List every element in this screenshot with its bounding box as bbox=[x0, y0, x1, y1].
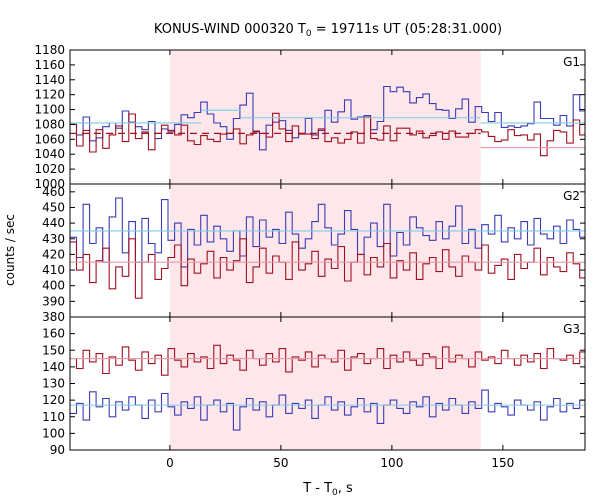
y-tick-label: 410 bbox=[42, 263, 65, 277]
series-blue-line bbox=[70, 85, 585, 151]
y-tick-label: 380 bbox=[42, 310, 65, 324]
series-red-line bbox=[70, 238, 585, 299]
y-axis-label: counts / sec bbox=[3, 214, 17, 286]
panel-label-g1: G1 bbox=[563, 55, 580, 69]
y-tick-label: 1020 bbox=[34, 162, 65, 176]
panel-label-g2: G2 bbox=[563, 189, 580, 203]
y-tick-label: 1160 bbox=[34, 58, 65, 72]
xlabel-subscript: 0 bbox=[332, 488, 338, 498]
y-tick-label: 450 bbox=[42, 200, 65, 214]
y-tick-label: 390 bbox=[42, 294, 65, 308]
x-axis-label: T - T0, s bbox=[302, 481, 353, 498]
y-tick-label: 150 bbox=[42, 343, 65, 357]
y-tick-label: 160 bbox=[42, 327, 65, 341]
y-tick-label: 120 bbox=[42, 393, 65, 407]
x-tick-label: 100 bbox=[380, 456, 403, 470]
panels: 1000102010401060108011001120114011601180… bbox=[34, 43, 586, 470]
y-tick-label: 90 bbox=[50, 443, 65, 457]
y-tick-label: 440 bbox=[42, 216, 65, 230]
plot-area bbox=[70, 344, 585, 431]
y-tick-label: 1060 bbox=[34, 132, 65, 146]
y-tick-label: 1120 bbox=[34, 88, 65, 102]
y-tick-label: 1000 bbox=[34, 177, 65, 191]
y-tick-label: 1100 bbox=[34, 103, 65, 117]
y-tick-label: 130 bbox=[42, 377, 65, 391]
series-blue-line bbox=[70, 389, 585, 431]
y-tick-label: 1040 bbox=[34, 147, 65, 161]
y-tick-label: 100 bbox=[42, 426, 65, 440]
x-tick-label: 0 bbox=[166, 456, 174, 470]
plot-area bbox=[70, 85, 585, 157]
y-tick-label: 420 bbox=[42, 247, 65, 261]
title-subscript: 0 bbox=[306, 29, 312, 39]
series-blue-line bbox=[70, 197, 585, 268]
x-tick-label: 50 bbox=[273, 456, 288, 470]
y-tick-label: 460 bbox=[42, 185, 65, 199]
y-tick-label: 140 bbox=[42, 360, 65, 374]
panel-g1: 1000102010401060108011001120114011601180… bbox=[34, 43, 586, 191]
highlight-interval bbox=[169, 317, 481, 450]
y-tick-label: 1080 bbox=[34, 117, 65, 131]
chart-title: KONUS-WIND 000320 T0 = 19711s UT (05:28:… bbox=[154, 22, 502, 39]
panel-label-g3: G3 bbox=[563, 322, 580, 336]
y-tick-label: 1180 bbox=[34, 43, 65, 57]
x-tick-label: 150 bbox=[491, 456, 514, 470]
y-tick-label: 1140 bbox=[34, 73, 65, 87]
y-tick-label: 110 bbox=[42, 410, 65, 424]
plot-area bbox=[70, 197, 585, 299]
y-tick-label: 430 bbox=[42, 232, 65, 246]
panel-g3: 90 100 110 120 130 140 150 160 0 50 100 150 G3 bbox=[42, 316, 586, 470]
y-tick-label: 400 bbox=[42, 279, 65, 293]
series-red-line bbox=[70, 344, 585, 376]
series-red-line bbox=[70, 112, 585, 157]
